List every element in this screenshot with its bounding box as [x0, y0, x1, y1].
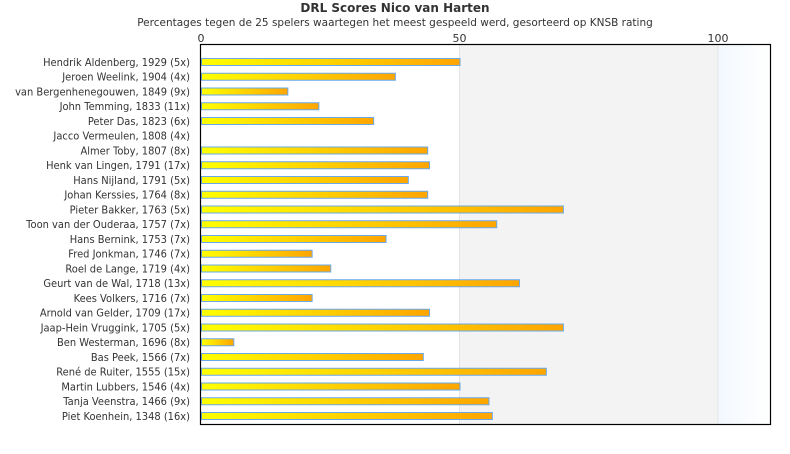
bar: [201, 146, 429, 155]
category-label: Geurt van de Wal, 1718 (13x): [43, 278, 190, 291]
bar: [201, 382, 461, 391]
category-label: Jeroen Weelink, 1904 (4x): [61, 71, 190, 84]
bar: [201, 397, 490, 406]
x-tick-label: 50: [453, 32, 467, 45]
bar: [201, 338, 235, 347]
bar: [201, 323, 564, 332]
bar: [201, 176, 409, 184]
bar: [201, 117, 375, 125]
category-label: Roel de Lange, 1719 (4x): [65, 263, 190, 276]
bar: [201, 308, 430, 317]
category-label: John Temming, 1833 (11x): [59, 101, 190, 114]
category-label: Henk van Lingen, 1791 (17x): [46, 160, 190, 173]
category-label: Tanja Veenstra, 1466 (9x): [62, 396, 190, 409]
x-tick-label: 0: [198, 32, 205, 45]
category-label: Pieter Bakker, 1763 (5x): [70, 204, 190, 217]
bar: [201, 220, 498, 229]
bar: [201, 353, 424, 361]
category-label: Martin Lubbers, 1546 (4x): [61, 381, 190, 394]
category-label: Peter Das, 1823 (6x): [88, 116, 190, 129]
category-label: Bas Peek, 1566 (7x): [91, 352, 190, 365]
bar: [201, 72, 396, 81]
bar: [201, 87, 289, 96]
bar: [201, 279, 520, 288]
bar: [201, 190, 429, 199]
bar: [201, 205, 564, 214]
band-100-plus: [718, 45, 770, 424]
band-50-100: [459, 45, 718, 424]
category-label: Fred Jonkman, 1746 (7x): [68, 248, 190, 261]
bar: [201, 367, 547, 376]
category-label: van Bergenhenegouwen, 1849 (9x): [15, 86, 190, 99]
category-label: Almer Toby, 1807 (8x): [81, 145, 190, 158]
x-tick-label: 100: [708, 32, 729, 45]
bar: [201, 102, 320, 111]
category-label: Ben Westerman, 1696 (8x): [57, 337, 190, 350]
category-label: Hans Nijland, 1791 (5x): [73, 175, 190, 188]
category-label: Jacco Vermeulen, 1808 (4x): [52, 130, 190, 143]
chart-subtitle: Percentages tegen de 25 spelers waartege…: [137, 17, 653, 29]
category-label: Johan Kerssies, 1764 (8x): [63, 189, 190, 202]
bar: [201, 235, 387, 243]
bar: [201, 294, 313, 302]
bar: [201, 58, 461, 66]
category-label: Toon van der Ouderaa, 1757 (7x): [25, 219, 190, 232]
plot-frame: [199, 43, 772, 426]
bar: [201, 264, 332, 273]
category-label: Arnold van Gelder, 1709 (17x): [40, 307, 190, 320]
bar: [201, 412, 493, 420]
category-label: Kees Volkers, 1716 (7x): [74, 293, 190, 306]
category-label: Jaap-Hein Vruggink, 1705 (5x): [40, 322, 190, 335]
bar: [201, 161, 430, 170]
category-label: Piet Koenhein, 1348 (16x): [62, 411, 190, 424]
bar: [201, 249, 313, 258]
chart-title: DRL Scores Nico van Harten: [300, 1, 489, 15]
category-label: René de Ruiter, 1555 (15x): [56, 366, 190, 379]
category-label: Hendrik Aldenberg, 1929 (5x): [43, 57, 190, 70]
category-label: Hans Bernink, 1753 (7x): [70, 234, 190, 247]
